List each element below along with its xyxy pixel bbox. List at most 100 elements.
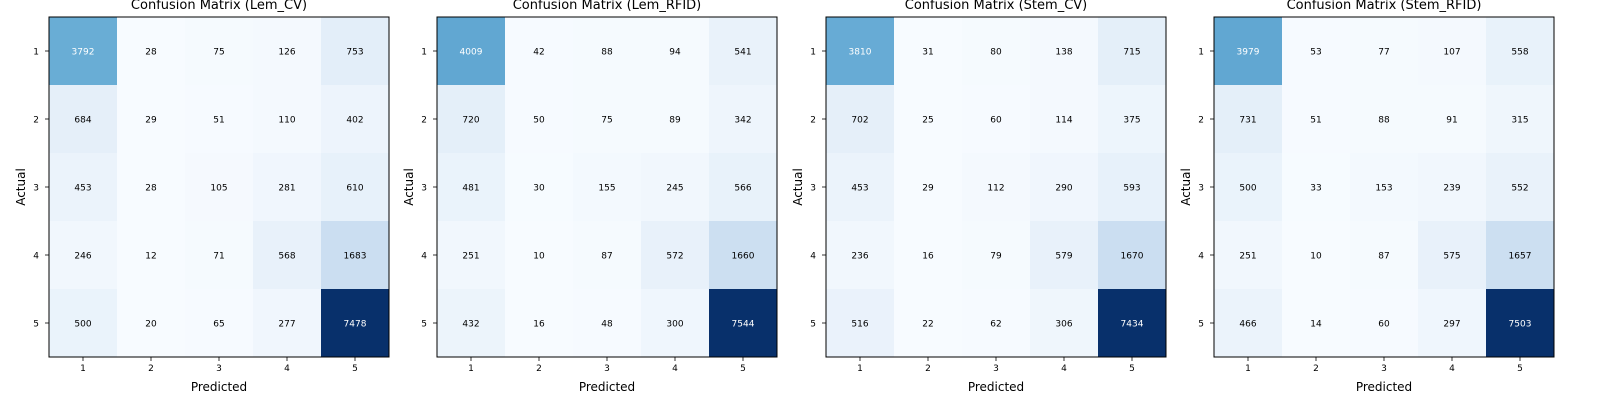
heatmap-cell xyxy=(894,221,963,290)
cell-value-label: 453 xyxy=(851,184,868,194)
cell-value-label: 87 xyxy=(1378,252,1389,262)
heatmap-cell xyxy=(894,17,963,86)
cell-value-label: 53 xyxy=(1310,48,1321,58)
y-tick-label: 4 xyxy=(421,252,427,262)
heatmap-cell xyxy=(505,85,574,154)
heatmap-cell xyxy=(1350,85,1419,154)
cell-value-label: 466 xyxy=(1239,320,1256,330)
cell-value-label: 20 xyxy=(145,320,157,330)
y-tick-label: 4 xyxy=(810,252,816,262)
cell-value-label: 60 xyxy=(990,116,1002,126)
cell-value-label: 342 xyxy=(734,116,751,126)
heatmap-cell xyxy=(1098,153,1167,222)
x-tick-label: 5 xyxy=(740,364,746,374)
x-tick-label: 1 xyxy=(468,364,474,374)
heatmap-cell xyxy=(437,17,506,86)
heatmap-cell xyxy=(505,289,574,358)
y-tick-label: 5 xyxy=(33,320,39,330)
cell-value-label: 28 xyxy=(145,48,157,58)
heatmap-cell xyxy=(573,85,642,154)
chart-title: Confusion Matrix (Stem_CV) xyxy=(905,0,1087,13)
y-tick-label: 2 xyxy=(810,116,816,126)
heatmap-cell xyxy=(894,85,963,154)
heatmap-cell xyxy=(185,85,254,154)
heatmap-cell xyxy=(117,289,186,358)
heatmap-cell xyxy=(185,153,254,222)
heatmap-cell xyxy=(641,85,710,154)
heatmap-cell xyxy=(962,85,1031,154)
cell-value-label: 500 xyxy=(1239,184,1256,194)
chart-title: Confusion Matrix (Lem_RFID) xyxy=(513,0,702,13)
cell-value-label: 31 xyxy=(922,48,933,58)
heatmap-cell xyxy=(1282,221,1351,290)
cell-value-label: 579 xyxy=(1055,252,1072,262)
heatmap-cell xyxy=(1350,153,1419,222)
cell-value-label: 731 xyxy=(1239,116,1256,126)
cell-value-label: 290 xyxy=(1055,184,1072,194)
cell-value-label: 246 xyxy=(74,252,91,262)
x-tick-label: 3 xyxy=(993,364,999,374)
cell-value-label: 10 xyxy=(533,252,545,262)
x-tick-label: 4 xyxy=(284,364,290,374)
cell-value-label: 575 xyxy=(1443,252,1460,262)
x-tick-label: 4 xyxy=(1061,364,1067,374)
heatmap-cell xyxy=(709,85,778,154)
cell-value-label: 71 xyxy=(213,252,224,262)
y-tick-label: 2 xyxy=(1198,116,1204,126)
heatmap-cell xyxy=(826,17,895,86)
x-axis-label: Predicted xyxy=(1356,380,1412,394)
cell-value-label: 88 xyxy=(601,48,613,58)
cell-value-label: 12 xyxy=(145,252,156,262)
cell-value-label: 25 xyxy=(922,116,933,126)
heatmap-cell xyxy=(1098,221,1167,290)
cell-value-label: 60 xyxy=(1378,320,1390,330)
x-tick-label: 2 xyxy=(148,364,154,374)
heatmap-cell xyxy=(505,221,574,290)
heatmap-cell xyxy=(962,17,1031,86)
y-tick-label: 3 xyxy=(1198,184,1204,194)
cell-value-label: 14 xyxy=(1310,320,1322,330)
heatmap-cell xyxy=(894,153,963,222)
cell-value-label: 7434 xyxy=(1121,320,1144,330)
cell-value-label: 77 xyxy=(1378,48,1389,58)
heatmap-cell xyxy=(117,17,186,86)
cell-value-label: 65 xyxy=(213,320,224,330)
heatmap-cell xyxy=(573,289,642,358)
cell-value-label: 315 xyxy=(1511,116,1528,126)
heatmap-cell xyxy=(1214,289,1283,358)
cell-value-label: 7544 xyxy=(732,320,755,330)
heatmap-cell xyxy=(709,221,778,290)
cell-value-label: 22 xyxy=(922,320,933,330)
cell-value-label: 3979 xyxy=(1237,48,1260,58)
cell-value-label: 1670 xyxy=(1121,252,1144,262)
cell-value-label: 277 xyxy=(278,320,295,330)
heatmap-cell xyxy=(1030,85,1099,154)
heatmap-cell xyxy=(1282,85,1351,154)
heatmap-cell xyxy=(253,17,322,86)
cell-value-label: 432 xyxy=(462,320,479,330)
x-axis-label: Predicted xyxy=(968,380,1024,394)
cell-value-label: 7478 xyxy=(344,320,367,330)
cell-value-label: 568 xyxy=(278,252,295,262)
cell-value-label: 30 xyxy=(533,184,545,194)
cell-value-label: 402 xyxy=(346,116,363,126)
cell-value-label: 715 xyxy=(1123,48,1140,58)
cell-value-label: 3810 xyxy=(849,48,872,58)
heatmap-cell xyxy=(117,153,186,222)
cell-value-label: 720 xyxy=(462,116,479,126)
heatmap-cell xyxy=(709,289,778,358)
y-tick-label: 3 xyxy=(810,184,816,194)
heatmap-cell xyxy=(1030,17,1099,86)
heatmap-cell xyxy=(321,153,390,222)
y-tick-label: 5 xyxy=(810,320,816,330)
heatmap-cell xyxy=(253,153,322,222)
cell-value-label: 79 xyxy=(990,252,1002,262)
x-tick-label: 4 xyxy=(1449,364,1455,374)
heatmap-cell xyxy=(962,153,1031,222)
cell-value-label: 251 xyxy=(462,252,479,262)
cell-value-label: 94 xyxy=(669,48,681,58)
cell-value-label: 16 xyxy=(922,252,934,262)
heatmap-cell xyxy=(49,221,118,290)
y-tick-label: 5 xyxy=(421,320,427,330)
